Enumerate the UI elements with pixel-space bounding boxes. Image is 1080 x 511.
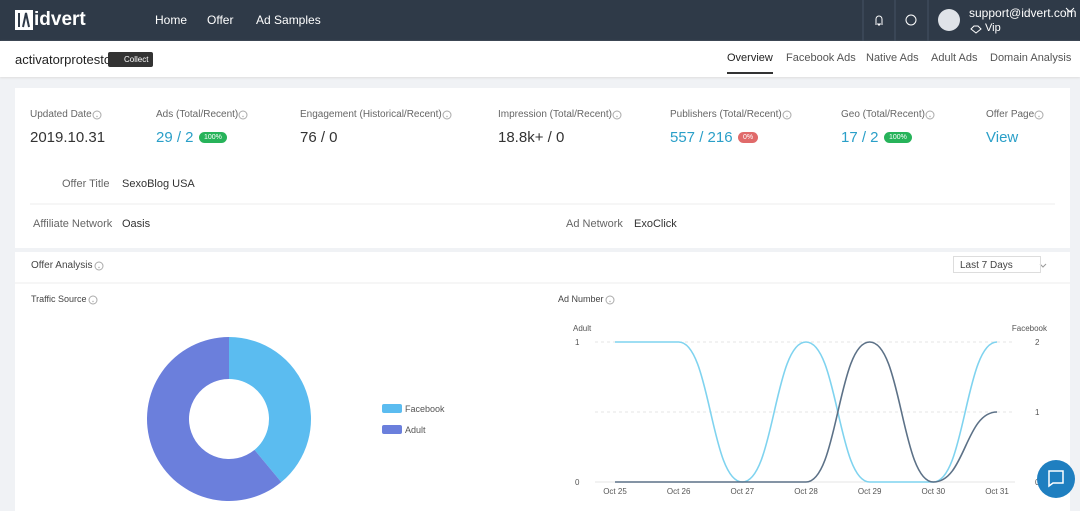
help-icon (605, 295, 615, 305)
nav-link[interactable]: Home (155, 13, 188, 27)
chart-title: Traffic Source (31, 294, 87, 304)
help-nav (905, 14, 917, 26)
stat-value[interactable]: View (986, 129, 1019, 146)
stat-label: Geo (Total/Recent) (841, 109, 925, 120)
axis-label: Adult (573, 324, 592, 333)
stat-value: 557 / 216 (670, 129, 733, 146)
legend-label: Facebook (405, 404, 445, 414)
x-tick-label: Oct 30 (922, 487, 946, 496)
chevron (1065, 7, 1075, 13)
y2-tick-label: 2 (1035, 338, 1040, 347)
avatar (938, 9, 960, 31)
help-dot (92, 300, 94, 303)
y2-tick-label: 1 (1035, 408, 1040, 417)
help-icon (612, 110, 622, 120)
logo-mark (18, 12, 30, 28)
vip-icon (970, 25, 982, 34)
legend-label: Adult (405, 425, 426, 435)
stat-value: 2019.10.31 (30, 129, 106, 146)
chat-button (1037, 460, 1075, 498)
stat-label: Updated Date (30, 109, 92, 120)
help-dot (96, 115, 98, 118)
x-tick-label: Oct 31 (985, 487, 1009, 496)
stat-label: Offer Page (986, 109, 1035, 120)
range-select[interactable]: Last 7 Days (953, 256, 1041, 273)
x-tick-label: Oct 29 (858, 487, 882, 496)
help-icon (442, 110, 452, 120)
top-nav (0, 0, 1080, 41)
help-dot (609, 300, 611, 303)
x-tick-label: Oct 27 (731, 487, 755, 496)
user-email[interactable]: support@idvert.com (969, 6, 1077, 20)
chat-icon (1048, 470, 1064, 488)
help-icon (92, 110, 102, 120)
stat-label: Ads (Total/Recent) (156, 109, 239, 120)
stat-label: Impression (Total/Recent) (498, 109, 612, 120)
tab[interactable]: Domain Analysis (990, 52, 1072, 64)
pie-slice (229, 337, 311, 483)
badge: 100% (884, 132, 912, 143)
nav-link[interactable]: Offer (207, 13, 234, 27)
help-dot (616, 115, 618, 118)
chart-title: Ad Number (558, 294, 604, 304)
help-dot (242, 115, 244, 118)
field-label: Ad Network (566, 218, 623, 230)
stat-label: Engagement (Historical/Recent) (300, 109, 442, 120)
summary-card (15, 88, 1070, 248)
legend-swatch (382, 404, 402, 413)
help-icon (1034, 110, 1044, 120)
series-line (615, 341, 998, 483)
stat-value: 18.8k+ / 0 (498, 129, 565, 146)
subheader (0, 41, 1080, 77)
offer-name: activatorprotesto (15, 52, 112, 67)
field-value: ExoClick (634, 218, 677, 230)
tab[interactable]: Native Ads (866, 52, 919, 64)
field-label: Affiliate Network (33, 218, 113, 230)
user-level: Vip (985, 22, 1001, 34)
stat-label: Publishers (Total/Recent) (670, 109, 782, 120)
help-dot (98, 266, 100, 269)
help-dot (446, 115, 448, 118)
select-chevron (1039, 263, 1047, 268)
y-tick-label: 1 (575, 338, 580, 347)
badge: 0% (738, 132, 759, 143)
collect-button[interactable]: Collect (108, 52, 154, 67)
field-value: Oasis (122, 218, 151, 230)
help-icon (88, 295, 98, 305)
field-label: Offer Title (62, 178, 110, 190)
tab[interactable]: Facebook Ads (786, 52, 856, 64)
help-dot (929, 115, 931, 118)
field-value: SexoBlog USA (122, 178, 195, 190)
nav-link[interactable]: Ad Samples (256, 13, 321, 27)
section-title: Offer Analysis (31, 260, 93, 271)
help-icon (925, 110, 935, 120)
badge: 100% (199, 132, 227, 143)
tab[interactable]: Adult Ads (931, 52, 978, 64)
x-tick-label: Oct 26 (667, 487, 691, 496)
x-tick-label: Oct 28 (794, 487, 818, 496)
help-dot (786, 115, 788, 118)
axis-label: Facebook (1012, 324, 1048, 333)
tab[interactable]: Overview (727, 52, 773, 74)
pie-slice (146, 337, 282, 501)
x-tick-label: Oct 25 (603, 487, 627, 496)
stat-value: 76 / 0 (300, 129, 338, 146)
logo: idvert (34, 9, 86, 30)
series-line (614, 341, 998, 483)
help-icon (238, 110, 248, 120)
stat-value: 29 / 2 (156, 129, 194, 146)
bell-icon (875, 15, 883, 26)
help-icon (782, 110, 792, 120)
y-tick-label: 0 (575, 478, 580, 487)
stat-value: 17 / 2 (841, 129, 879, 146)
legend-swatch (382, 425, 402, 434)
help-icon (94, 261, 104, 271)
help-dot (1038, 115, 1040, 118)
